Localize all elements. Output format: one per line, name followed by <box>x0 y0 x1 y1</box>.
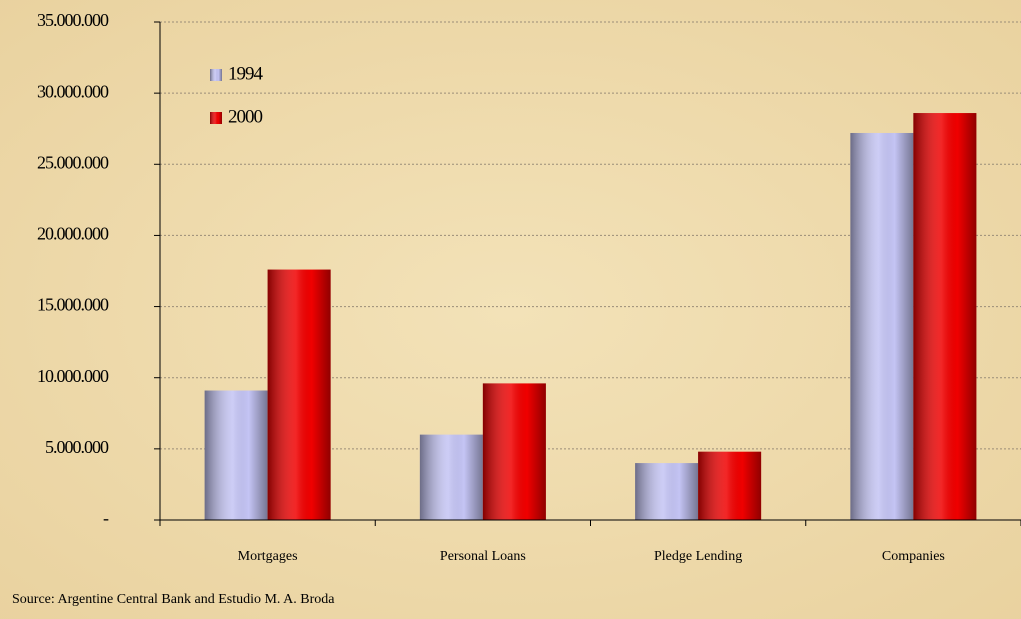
y-tick-label: 20.000.000 <box>37 224 109 244</box>
y-tick-label: 15.000.000 <box>37 295 109 315</box>
bar-shade <box>913 113 977 520</box>
y-tick-label: 30.000.000 <box>37 81 109 101</box>
y-tick-label: 25.000.000 <box>37 152 109 172</box>
bar-shade <box>635 463 699 520</box>
y-tick-label: 5.000.000 <box>45 437 109 457</box>
y-tick-label: - <box>103 508 109 528</box>
y-tick-label: 35.000.000 <box>37 10 109 30</box>
bar-shade <box>267 269 331 520</box>
bar-shade <box>204 390 268 520</box>
legend-swatch-shade <box>210 112 222 124</box>
x-tick-label: Personal Loans <box>440 549 526 564</box>
x-tick-label: Companies <box>882 549 945 564</box>
bar-shade <box>698 451 762 520</box>
bar-shade <box>482 383 546 520</box>
x-tick-label: Pledge Lending <box>654 549 742 564</box>
x-tick-label: Mortgages <box>238 549 298 564</box>
source-note: Source: Argentine Central Bank and Estud… <box>12 592 335 607</box>
legend-label: 1994 <box>228 63 264 84</box>
legend-label: 2000 <box>228 106 263 127</box>
legend-swatch-shade <box>210 69 222 81</box>
bar-shade <box>850 132 914 521</box>
y-tick-label: 10.000.000 <box>37 366 109 386</box>
bar-shade <box>419 434 483 520</box>
